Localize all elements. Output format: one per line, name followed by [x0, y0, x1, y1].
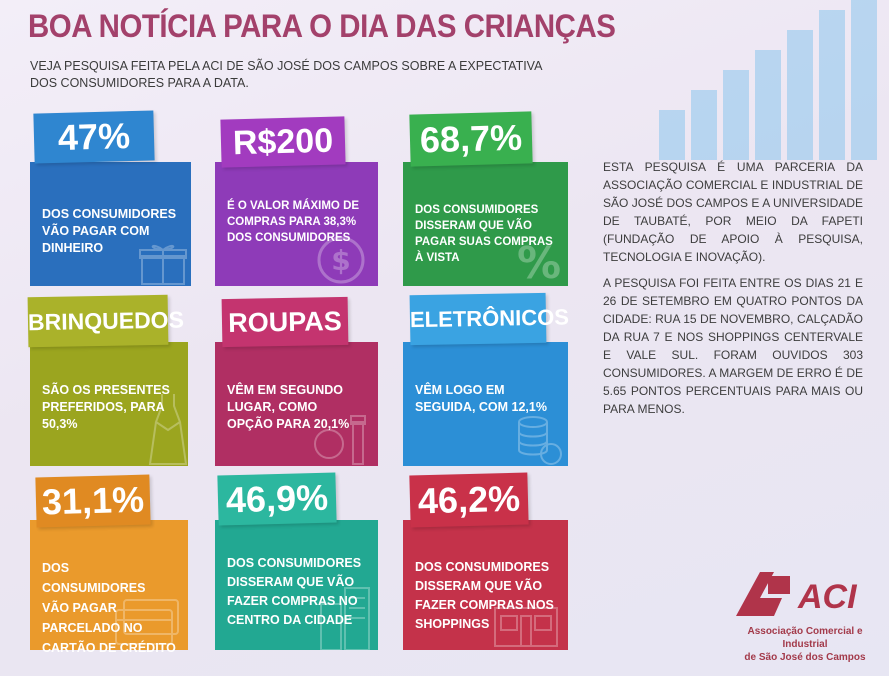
stat-tag-toys: BRINQUEDOS: [27, 294, 184, 348]
subtitle-line-2: DOS CONSUMIDORES PARA A DATA.: [30, 76, 249, 90]
tile-text: DOS CONSUMIDORES VÃO PAGAR PARCELADO NO …: [42, 561, 176, 655]
tile-text: DOS CONSUMIDORES DISSERAM QUE VÃO PAGAR …: [415, 204, 553, 264]
methodology-paragraph: A PESQUISA FOI FEITA ENTRE OS DIAS 21 E …: [603, 276, 863, 416]
aci-name-line-1: Associação Comercial e Industrial: [747, 626, 863, 650]
dress-icon: [148, 394, 188, 465]
percent-icon: %: [517, 238, 561, 286]
svg-text:$: $: [331, 244, 350, 277]
stat-tag-cash: 47%: [33, 110, 155, 164]
aci-name-line-2: de São José dos Campos: [744, 652, 866, 663]
svg-text:%: %: [517, 238, 561, 286]
stat-tile-credit: DOS CONSUMIDORES VÃO PAGAR PARCELADO NO …: [30, 520, 188, 655]
dollar-coin-icon: $: [317, 236, 365, 284]
aci-logo: ACI Associação Comercial e Industrial de…: [730, 568, 880, 664]
stat-tag-electronics: ELETRÔNICOS: [409, 292, 569, 346]
stat-tag-upfront: 68,7%: [409, 111, 533, 167]
page-subtitle: VEJA PESQUISA FEITA PELA ACI DE SÃO JOSÉ…: [30, 58, 550, 92]
stat-tile-electronics: VÊM LOGO EM SEGUIDA, COM 12,1%: [403, 342, 568, 466]
gift-icon: [139, 244, 187, 285]
page-title: BOA NOTÍCIA PARA O DIA DAS CRIANÇAS: [28, 8, 616, 44]
tile-text: DOS CONSUMIDORES DISSERAM QUE VÃO FAZER …: [415, 560, 554, 631]
aci-logo-mark: ACI: [736, 572, 858, 616]
stat-tag-downtown: 46,9%: [217, 472, 337, 526]
tile-text: DOS CONSUMIDORES DISSERAM QUE VÃO FAZER …: [227, 556, 362, 627]
stat-tile-max-value: $ É O VALOR MÁXIMO DE COMPRAS PARA 38,3%…: [215, 162, 378, 286]
tile-text: VÊM LOGO EM SEGUIDA, COM 12,1%: [415, 383, 547, 414]
stat-tag-max-value: R$200: [220, 116, 346, 168]
partnership-paragraph: ESTA PESQUISA É UMA PARCERIA DA ASSOCIAÇ…: [603, 160, 863, 264]
tile-text: SÃO OS PRESENTES PREFERIDOS, PARA 50,3%: [42, 383, 170, 431]
subtitle-line-1: VEJA PESQUISA FEITA PELA ACI DE SÃO JOSÉ…: [30, 59, 543, 73]
stat-tile-cash: DOS CONSUMIDORES VÃO PAGAR COM DINHEIRO: [30, 162, 191, 286]
tile-text: DOS CONSUMIDORES VÃO PAGAR COM DINHEIRO: [42, 207, 177, 255]
tile-text: É O VALOR MÁXIMO DE COMPRAS PARA 38,3% D…: [227, 200, 360, 244]
stat-tile-clothes: VÊM EM SEGUNDO LUGAR, COMO OPÇÃO PARA 20…: [215, 342, 378, 466]
stat-tag-credit: 31,1%: [35, 474, 151, 528]
stat-tag-clothes: ROUPAS: [221, 296, 349, 348]
stat-tile-upfront: % DOS CONSUMIDORES DISSERAM QUE VÃO PAGA…: [403, 162, 568, 286]
shopping-mall-icon: [494, 607, 558, 647]
stat-tile-shoppings: DOS CONSUMIDORES DISSERAM QUE VÃO FAZER …: [403, 520, 568, 650]
buildings-icon: [320, 587, 370, 650]
decorative-bars-graphic: [659, 0, 877, 160]
stat-tag-shoppings: 46,2%: [409, 472, 529, 528]
stat-tile-downtown: DOS CONSUMIDORES DISSERAM QUE VÃO FAZER …: [215, 520, 378, 650]
coins-stack-icon: [518, 416, 562, 465]
credit-card-icon: [115, 599, 179, 645]
tile-text: VÊM EM SEGUNDO LUGAR, COMO OPÇÃO PARA 20…: [227, 383, 350, 431]
stat-tile-toys: SÃO OS PRESENTES PREFERIDOS, PARA 50,3%: [30, 342, 188, 466]
aci-logo-text: ACI: [797, 578, 858, 616]
cosmetics-icon: [314, 415, 366, 465]
